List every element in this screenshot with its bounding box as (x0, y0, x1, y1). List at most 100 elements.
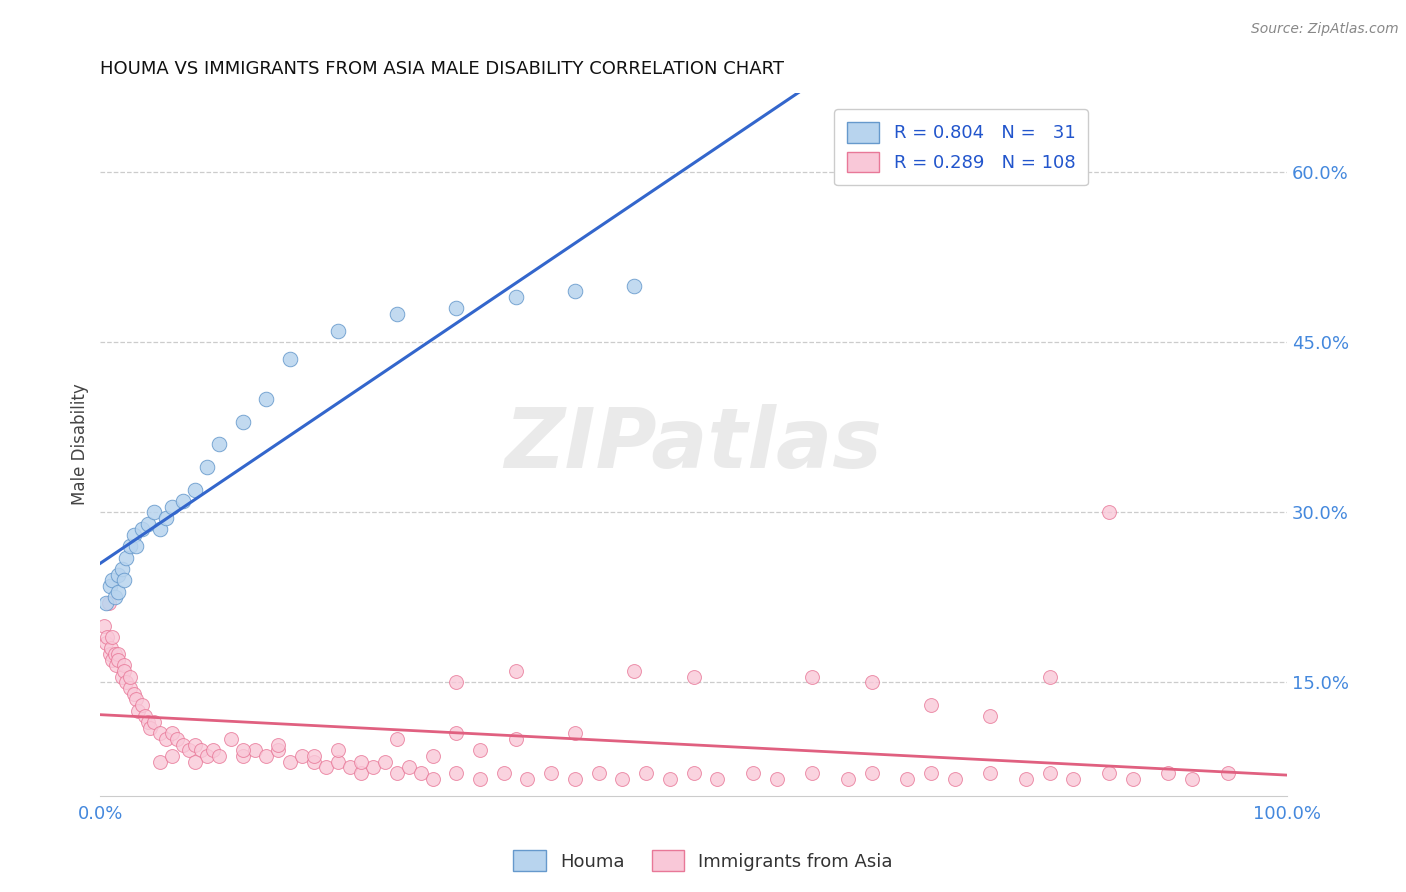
Point (149, 755, 172, 769)
Point (1181, 772, 1204, 786)
Point (267, 743, 290, 757)
Point (492, 766, 515, 780)
Point (256, 749, 278, 764)
Point (107, 653, 129, 667)
Point (468, 772, 491, 786)
Point (184, 738, 207, 752)
Point (920, 766, 942, 780)
Point (385, 732, 408, 747)
Point (446, 675, 468, 690)
Point (623, 278, 645, 293)
Legend: Houma, Immigrants from Asia: Houma, Immigrants from Asia (506, 843, 900, 879)
Point (96, 630, 118, 644)
Point (326, 324, 349, 338)
Point (505, 732, 527, 747)
Point (160, 726, 183, 740)
Point (446, 301, 468, 316)
Point (801, 766, 824, 780)
Point (98, 579, 121, 593)
Point (118, 540, 141, 554)
Point (636, 766, 658, 780)
Point (860, 675, 883, 690)
Point (1157, 766, 1180, 780)
Point (742, 766, 765, 780)
Point (142, 505, 165, 519)
Point (166, 732, 188, 747)
Point (232, 415, 254, 429)
Point (540, 766, 562, 780)
Point (155, 511, 177, 525)
Point (1038, 670, 1060, 684)
Point (208, 437, 231, 451)
Point (112, 664, 135, 678)
Point (315, 760, 337, 774)
Point (374, 755, 396, 769)
Point (125, 692, 148, 706)
Point (398, 760, 420, 774)
Point (350, 755, 373, 769)
Point (920, 698, 942, 712)
Point (103, 591, 125, 605)
Point (243, 743, 266, 757)
Point (1216, 766, 1239, 780)
Text: ZIPatlas: ZIPatlas (505, 404, 883, 485)
Point (139, 721, 162, 735)
Point (115, 550, 138, 565)
Point (350, 766, 373, 780)
Point (107, 647, 129, 661)
Point (302, 749, 325, 764)
Point (195, 749, 218, 764)
Point (623, 664, 645, 678)
Point (112, 574, 135, 588)
Point (149, 726, 172, 740)
Point (103, 647, 125, 661)
Point (232, 743, 254, 757)
Point (422, 772, 444, 786)
Point (101, 630, 124, 644)
Point (96, 636, 118, 650)
Point (232, 749, 254, 764)
Point (1062, 772, 1084, 786)
Point (1122, 772, 1144, 786)
Point (131, 698, 153, 712)
Legend: R = 0.804   N =   31, R = 0.289   N = 108: R = 0.804 N = 31, R = 0.289 N = 108 (834, 109, 1088, 186)
Point (256, 392, 278, 406)
Point (682, 670, 704, 684)
Point (97, 596, 120, 610)
Point (658, 772, 681, 786)
Point (208, 749, 231, 764)
Point (101, 653, 124, 667)
Point (1015, 772, 1038, 786)
Point (179, 743, 201, 757)
Text: Source: ZipAtlas.com: Source: ZipAtlas.com (1251, 22, 1399, 37)
Point (588, 766, 610, 780)
Point (422, 749, 444, 764)
Point (1098, 505, 1121, 519)
Point (385, 766, 408, 780)
Point (112, 658, 135, 673)
Point (107, 584, 129, 599)
Point (943, 772, 966, 786)
Point (706, 772, 728, 786)
Point (142, 715, 165, 730)
Point (302, 755, 325, 769)
Point (339, 760, 361, 774)
Point (896, 772, 918, 786)
Point (184, 755, 207, 769)
Point (446, 766, 468, 780)
Point (219, 732, 242, 747)
Point (564, 772, 586, 786)
Point (131, 523, 153, 537)
Point (172, 738, 194, 752)
Point (111, 562, 134, 576)
Point (125, 540, 148, 554)
Point (100, 641, 122, 656)
Point (172, 494, 194, 508)
Point (326, 755, 349, 769)
Point (184, 483, 207, 497)
Point (1098, 766, 1121, 780)
Point (765, 772, 787, 786)
Point (1038, 766, 1060, 780)
Point (979, 709, 1001, 723)
Point (505, 290, 527, 304)
